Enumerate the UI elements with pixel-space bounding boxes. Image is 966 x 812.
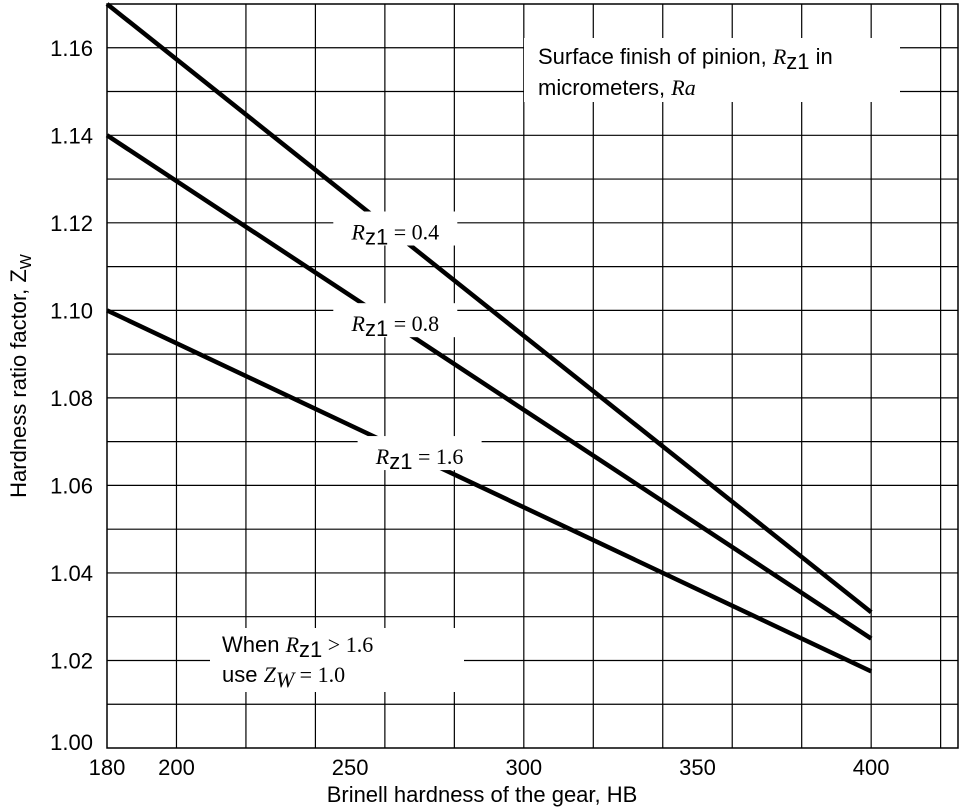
series-lines bbox=[105, 2, 873, 674]
x-tick-label: 350 bbox=[679, 755, 716, 780]
when-note-line2: use ZW = 1.0 bbox=[222, 662, 345, 692]
surface-finish-note-bg bbox=[524, 38, 900, 102]
surface-finish-line1: Surface finish of pinion, Rz1 in bbox=[538, 44, 833, 74]
series-label: Rz1 = 0.4 bbox=[333, 211, 458, 250]
x-tick-label: 300 bbox=[505, 755, 542, 780]
series-label-bg bbox=[333, 211, 458, 246]
series-label-bg bbox=[357, 436, 482, 471]
when-note: When Rz1 > 1.6 use ZW = 1.0 bbox=[210, 628, 464, 692]
series-line bbox=[105, 2, 873, 615]
series-label-bg bbox=[333, 303, 458, 338]
y-tick-label: 1.10 bbox=[50, 298, 93, 323]
y-axis-title: Hardness ratio factor, ZW bbox=[6, 253, 35, 498]
surface-finish-line2: micrometers, Ra bbox=[538, 75, 696, 100]
series-label-text: Rz1 = 0.4 bbox=[350, 220, 439, 250]
series-label: Rz1 = 1.6 bbox=[357, 436, 482, 474]
series-label-text: Rz1 = 1.6 bbox=[375, 444, 464, 474]
x-tick-label: 180 bbox=[89, 755, 126, 780]
y-tick-label: 1.08 bbox=[50, 386, 93, 411]
surface-finish-note: Surface finish of pinion, Rz1 in microme… bbox=[524, 38, 900, 102]
plot-frame bbox=[106, 3, 959, 749]
series-line bbox=[106, 308, 873, 674]
x-axis-title: Brinell hardness of the gear, HB bbox=[327, 782, 638, 807]
y-tick-label: 1.06 bbox=[50, 473, 93, 498]
when-note-bg bbox=[210, 628, 464, 692]
grid bbox=[107, 4, 958, 748]
y-tick-label: 1.02 bbox=[50, 648, 93, 673]
y-tick-label: 1.14 bbox=[50, 123, 93, 148]
x-tick-label: 200 bbox=[158, 755, 195, 780]
x-tick-label: 250 bbox=[332, 755, 369, 780]
y-axis-title-main: Hardness ratio factor, Z bbox=[6, 269, 31, 498]
y-tick-label: 1.16 bbox=[50, 36, 93, 61]
y-tick-label: 1.04 bbox=[50, 561, 93, 586]
series-labels: Rz1 = 0.4 Rz1 = 0.8 Rz1 = 1.6 bbox=[333, 211, 482, 474]
tick-labels: 180 200 250 300 350 400 1.00 1.02 1.04 1.06 1.08 1.… bbox=[50, 36, 889, 780]
x-tick-label: 400 bbox=[853, 755, 890, 780]
series-label: Rz1 = 0.8 bbox=[333, 303, 458, 341]
y-tick-label: 1.00 bbox=[50, 730, 93, 755]
series-line bbox=[105, 133, 873, 641]
y-tick-label: 1.12 bbox=[50, 211, 93, 236]
when-note-line1: When Rz1 > 1.6 bbox=[222, 632, 373, 662]
y-axis-title-sub: W bbox=[18, 253, 35, 269]
series-label-text: Rz1 = 0.8 bbox=[350, 311, 439, 341]
